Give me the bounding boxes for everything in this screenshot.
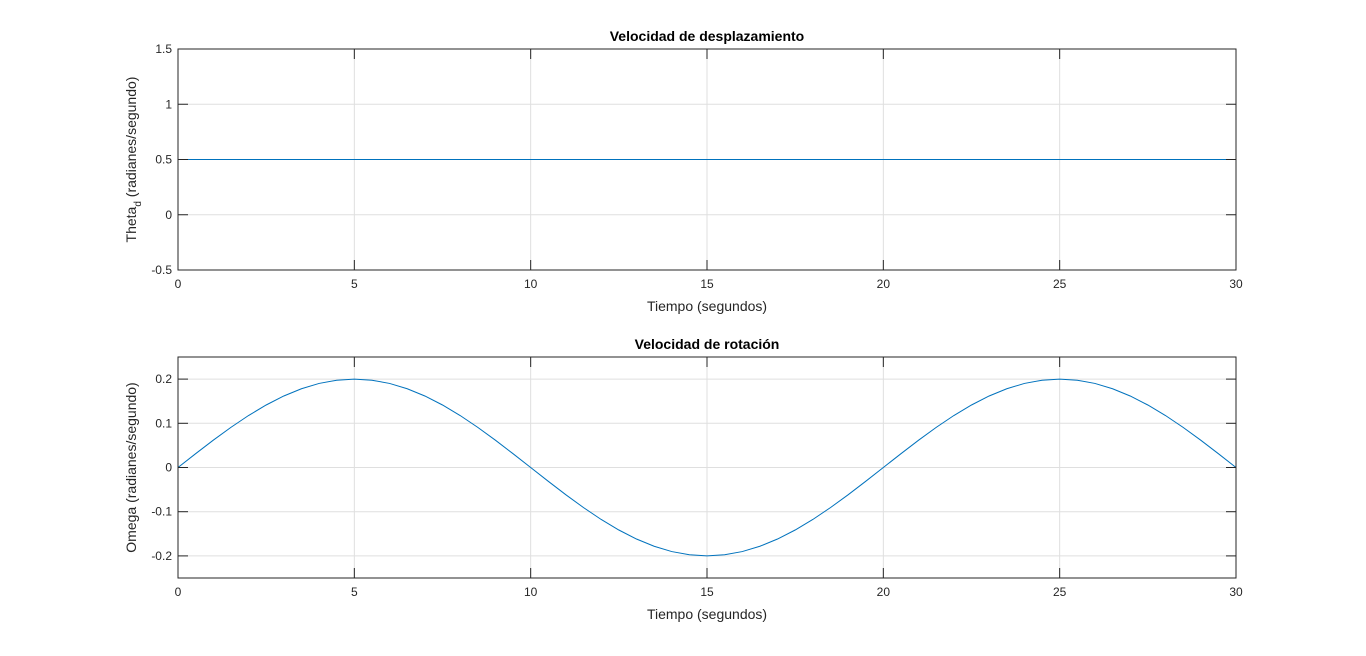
y-tick-label: 0.2 (155, 372, 172, 386)
y-axis-label: Thetad (radianes/segundo) (123, 77, 144, 243)
y-axis-label-main: Theta (123, 206, 139, 242)
x-tick-label: 30 (1229, 585, 1243, 599)
x-tick-label: 20 (877, 585, 891, 599)
y-tick-label: 1 (165, 97, 172, 111)
y-tick-label: 0.1 (155, 416, 172, 430)
x-tick-label: 10 (524, 585, 538, 599)
y-axis-label-units: (radianes/segundo) (123, 77, 139, 202)
x-tick-label: 10 (524, 277, 538, 291)
subplot-velocidad-rotacion: 0 5 10 15 20 25 30 -0.2 -0.1 0 0.1 0.2 Velocidad de… (123, 336, 1243, 622)
x-axis-label: Tiempo (segundos) (647, 606, 767, 622)
x-tick-label: 25 (1053, 277, 1067, 291)
x-tick-label: 5 (351, 585, 358, 599)
y-tick-label: -0.5 (151, 263, 172, 277)
y-tick-label: 1.5 (155, 42, 172, 56)
y-tick-label: 0 (165, 208, 172, 222)
x-tick-label: 15 (700, 585, 714, 599)
chart-title: Velocidad de rotación (635, 336, 780, 352)
x-tick-label: 15 (700, 277, 714, 291)
y-axis-label-subscript: d (133, 201, 144, 207)
x-tick-label: 0 (175, 585, 182, 599)
y-axis-label: Omega (radianes/segundo) (123, 382, 139, 552)
ticks: 0 5 10 15 20 25 30-0.500.511.5 (151, 42, 1243, 291)
x-tick-label: 30 (1229, 277, 1243, 291)
x-tick-label: 25 (1053, 585, 1067, 599)
x-tick-label: 0 (175, 277, 182, 291)
ticks: 0 5 10 15 20 25 30 -0.2 -0.1 0 0.1 0.2 (151, 357, 1243, 599)
grid (177, 357, 1237, 578)
series-layer (177, 378, 1237, 557)
y-tick-label: 0 (165, 461, 172, 475)
x-tick-label: 20 (877, 277, 891, 291)
x-tick-label: 5 (351, 277, 358, 291)
y-tick-label: -0.2 (151, 549, 172, 563)
y-tick-label: 0.5 (155, 153, 172, 167)
chart-title: Velocidad de desplazamiento (610, 28, 805, 44)
series-line (177, 378, 1237, 557)
x-axis-label: Tiempo (segundos) (647, 298, 767, 314)
y-tick-label: -0.1 (151, 505, 172, 519)
y-axis-label-main: Omega (radianes/segundo) (123, 382, 139, 552)
subplot-velocidad-desplazamiento: 0 5 10 15 20 25 30-0.500.511.5 Velocidad de de… (123, 28, 1243, 314)
